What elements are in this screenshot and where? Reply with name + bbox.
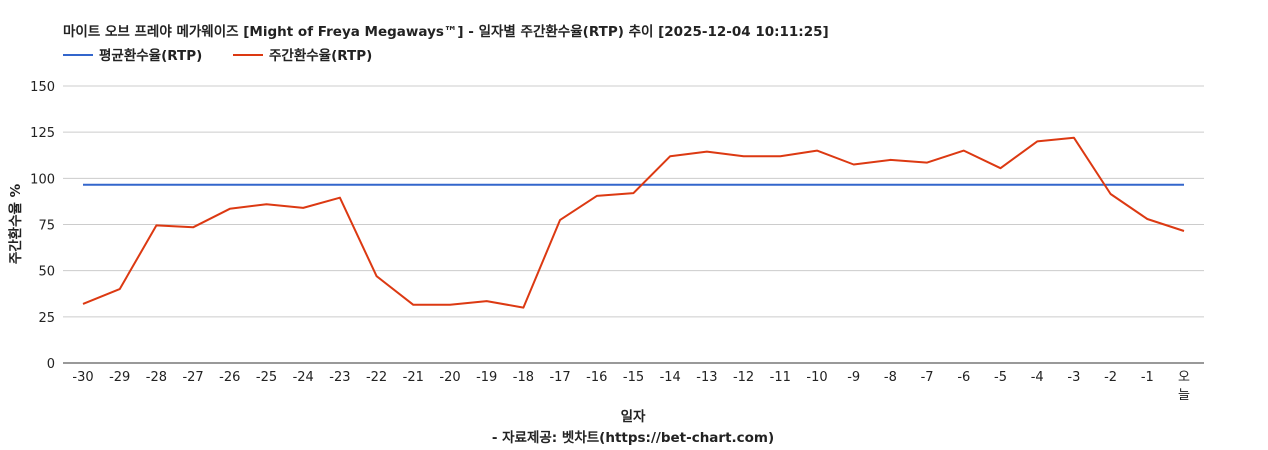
x-tick-label: -17 bbox=[549, 370, 570, 385]
chart-gridlines bbox=[63, 85, 1204, 364]
y-tick-label: 75 bbox=[38, 219, 55, 234]
y-axis-ticks: 0 25 50 75 100 125 150 bbox=[30, 80, 55, 372]
x-tick-label: -19 bbox=[476, 370, 497, 385]
y-tick-label: 150 bbox=[30, 80, 55, 95]
x-tick-label: -6 bbox=[957, 370, 970, 385]
x-axis-ticks: -30 -29 -28 -27 -26 -25 -24 -23 -22 -21 -20 -19 -18-… bbox=[72, 370, 1190, 403]
series-line-1 bbox=[82, 136, 1185, 309]
x-tick-label: -13 bbox=[696, 370, 717, 385]
y-axis-title: 주간환수율 % bbox=[7, 183, 24, 264]
x-tick-label: -2 bbox=[1104, 370, 1117, 385]
x-tick-label: -8 bbox=[884, 370, 897, 385]
x-axis-title: 일자 bbox=[621, 409, 646, 425]
x-tick-label: -3 bbox=[1067, 370, 1080, 385]
legend-label-0: 평균환수율(RTP) bbox=[99, 47, 202, 64]
x-tick-label: -16 bbox=[586, 370, 607, 385]
x-tick-label: -15 bbox=[623, 370, 644, 385]
x-tick-label: -23 bbox=[329, 370, 350, 385]
legend-label-1: 주간환수율(RTP) bbox=[269, 47, 372, 64]
x-tick-label: -21 bbox=[403, 370, 424, 385]
x-tick-label: -5 bbox=[994, 370, 1007, 385]
x-tick-label: -14 bbox=[660, 370, 681, 385]
x-tick-label: -24 bbox=[293, 370, 314, 385]
x-tick-label: -12 bbox=[733, 370, 754, 385]
x-tick-label: -10 bbox=[806, 370, 827, 385]
x-tick-label: -29 bbox=[109, 370, 130, 385]
x-tick-label: -9 bbox=[847, 370, 860, 385]
source-credit: - 자료제공: 벳차트(https://bet-chart.com) bbox=[492, 429, 774, 446]
x-tick-label: -30 bbox=[72, 370, 93, 385]
y-tick-label: 25 bbox=[38, 311, 55, 326]
x-tick-label: -25 bbox=[256, 370, 277, 385]
x-tick-label: -28 bbox=[146, 370, 167, 385]
y-tick-label: 100 bbox=[30, 172, 55, 187]
x-tick-label: -20 bbox=[439, 370, 460, 385]
x-tick-label: -26 bbox=[219, 370, 240, 385]
y-tick-label: 50 bbox=[38, 265, 55, 280]
chart-series-lines bbox=[82, 136, 1185, 309]
x-tick-label: -7 bbox=[921, 370, 934, 385]
y-tick-label: 0 bbox=[47, 357, 55, 372]
y-tick-label: 125 bbox=[30, 126, 55, 141]
x-tick-label: -1 bbox=[1141, 370, 1154, 385]
x-tick-label: -4 bbox=[1031, 370, 1044, 385]
x-tick-label: -27 bbox=[182, 370, 203, 385]
x-tick-label: -18 bbox=[513, 370, 534, 385]
chart-title: 마이트 오브 프레야 메가웨이즈 [Might of Freya Megaway… bbox=[63, 23, 829, 40]
chart-legend: 평균환수율(RTP) 주간환수율(RTP) bbox=[63, 47, 372, 64]
x-tick-label: -11 bbox=[770, 370, 791, 385]
x-tick-label: -22 bbox=[366, 370, 387, 385]
